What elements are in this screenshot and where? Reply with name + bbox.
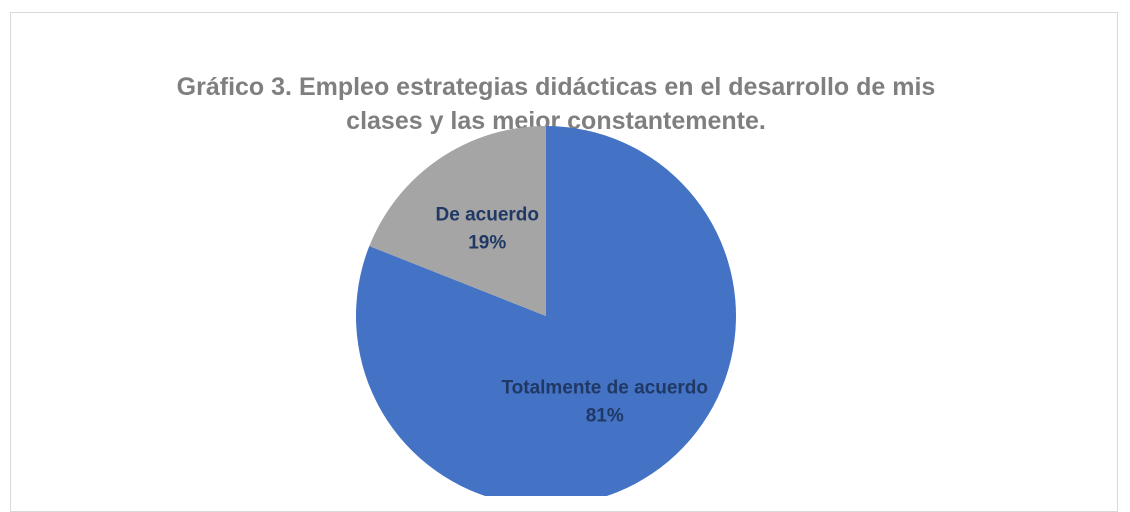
slice-category-label: Totalmente de acuerdo — [501, 377, 708, 398]
pie-slice — [356, 126, 736, 496]
slice-value-label: 81% — [586, 405, 624, 426]
chart: Totalmente de acuerdo 81% De acuerdo 19% — [356, 126, 736, 496]
pie-slice — [369, 126, 546, 316]
slice-category-label: De acuerdo — [436, 205, 539, 226]
page: Gráfico 3. Empleo estrategias didácticas… — [10, 12, 1118, 512]
slice-value-label: 19% — [468, 233, 506, 254]
